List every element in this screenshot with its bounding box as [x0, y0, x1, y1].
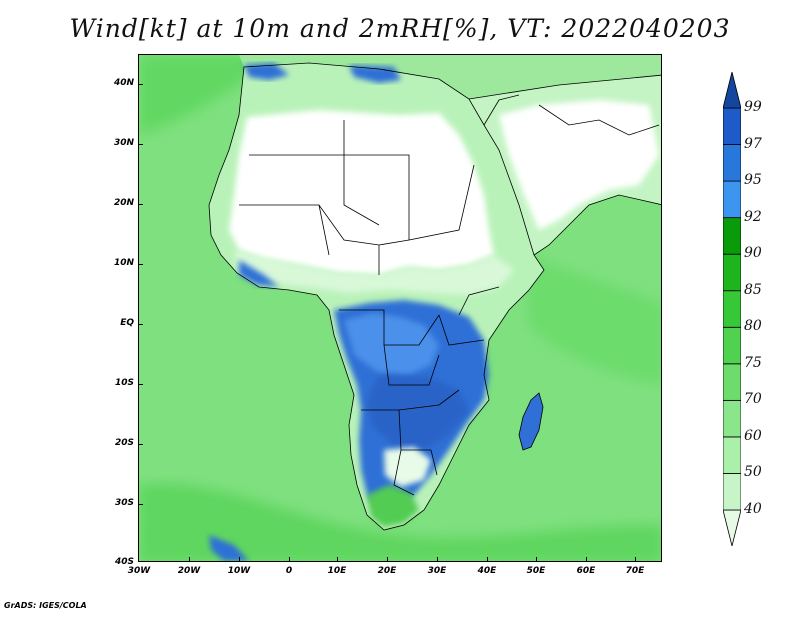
colorbar-box	[723, 509, 741, 546]
colorbar-label: 75	[744, 354, 762, 371]
sahel-transition	[234, 250, 514, 295]
lat-label-20n: 20N	[113, 198, 134, 208]
grads-credit: GrADS: IGES/COLA	[4, 601, 87, 610]
colorbar-box	[723, 436, 741, 474]
colorbar-box	[723, 399, 741, 438]
lat-label-20s: 20S	[114, 438, 134, 448]
lon-label-10e: 10E	[327, 566, 347, 576]
colorbar-box	[723, 290, 741, 328]
map-plot-area	[138, 54, 662, 562]
colorbar-label: 99	[744, 99, 762, 115]
colorbar-label: 50	[744, 464, 762, 481]
country-borders	[208, 62, 661, 531]
lat-label-30n: 30N	[113, 138, 134, 148]
map-field	[139, 55, 661, 561]
lat-label-10n: 10N	[113, 258, 134, 268]
colorbar-box	[723, 72, 741, 109]
lon-label-40e: 40E	[477, 566, 497, 576]
colorbar-label: 92	[744, 208, 762, 225]
colorbar-label: 95	[744, 172, 762, 189]
colorbar-label: 85	[744, 281, 762, 298]
colorbar-label: 60	[744, 427, 762, 444]
colorbar-box	[723, 326, 741, 365]
lon-label-50e: 50E	[526, 566, 546, 576]
lon-label-10w: 10W	[227, 566, 251, 576]
colorbar-box	[723, 363, 741, 401]
colorbar-box	[723, 253, 741, 292]
lon-label-0: 0	[285, 566, 293, 576]
lat-label-40n: 40N	[113, 78, 134, 88]
arabia-dry-region	[499, 100, 659, 230]
lat-label-40s: 40S	[114, 557, 134, 567]
lon-label-60e: 60E	[576, 566, 596, 576]
southern-ocean-band	[139, 483, 661, 561]
map-title: Wind[kt] at 10m and 2mRH[%], VT: 2022040…	[69, 14, 731, 43]
sahara-dry-region	[229, 110, 494, 275]
lon-label-30e: 30E	[427, 566, 447, 576]
lat-label-eq: EQ	[120, 318, 134, 328]
lon-label-20w: 20W	[177, 566, 201, 576]
colorbar-box	[723, 144, 741, 182]
lon-label-70e: 70E	[625, 566, 645, 576]
colorbar-box	[723, 217, 741, 255]
colorbar-label: 90	[744, 245, 762, 262]
colorbar-label: 97	[744, 135, 762, 152]
colorbar-box	[723, 107, 741, 145]
colorbar-box	[723, 180, 741, 219]
lon-label-20e: 20E	[377, 566, 397, 576]
colorbar-label: 80	[744, 318, 762, 335]
lon-label-30w: 30W	[127, 566, 151, 576]
colorbar-label: 40	[744, 501, 762, 517]
colorbar-label: 70	[744, 391, 762, 408]
colorbar-box	[723, 473, 741, 511]
land-madagascar	[519, 393, 543, 450]
lat-label-10s: 10S	[114, 378, 134, 388]
lat-label-30s: 30S	[114, 498, 134, 508]
colorbar	[723, 72, 741, 546]
